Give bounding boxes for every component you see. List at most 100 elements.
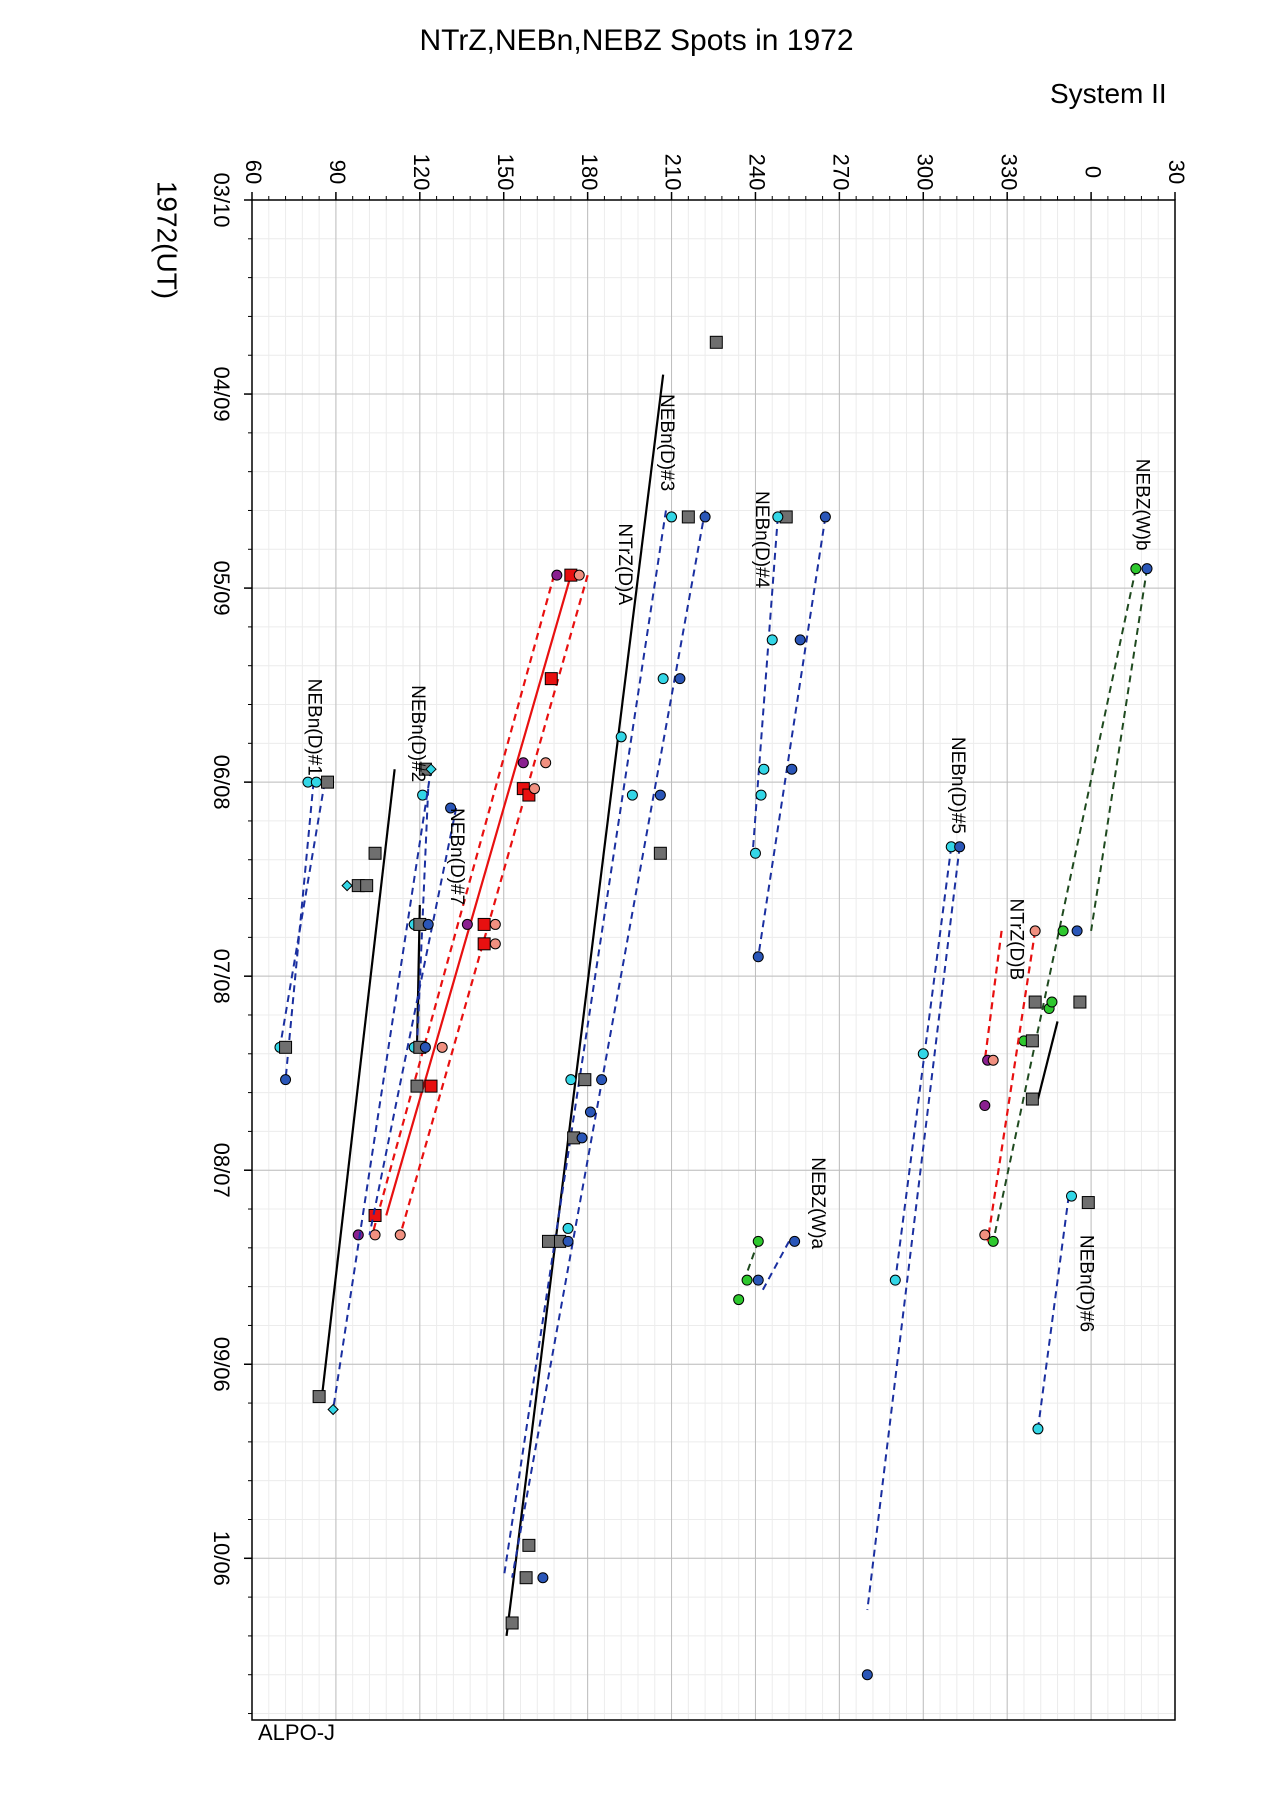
square-marker xyxy=(1073,995,1087,1009)
circle-marker xyxy=(1029,925,1041,937)
circle-marker xyxy=(755,789,767,801)
circle-marker xyxy=(1057,925,1069,937)
circle-marker xyxy=(786,763,798,775)
square-marker xyxy=(1025,1092,1039,1106)
circle-marker xyxy=(789,1235,801,1247)
circle-marker xyxy=(819,511,831,523)
track-line xyxy=(385,574,572,1216)
circle-marker xyxy=(954,841,966,853)
time-tick-label: 03/10 xyxy=(209,172,234,227)
series-label: NEBn(D)#6 xyxy=(1075,1235,1096,1332)
time-tick-label: 09/06 xyxy=(209,1337,234,1392)
circle-marker xyxy=(576,1132,588,1144)
square-marker xyxy=(578,1073,592,1087)
time-tick-label: 06/08 xyxy=(209,755,234,810)
series-nebn-d-7: NEBn(D)#7 xyxy=(368,788,467,1236)
circle-marker xyxy=(766,634,778,646)
time-tick-label: 07/08 xyxy=(209,949,234,1004)
circle-marker xyxy=(741,1274,753,1286)
circle-marker xyxy=(1141,563,1153,575)
value-tick-label: 30 xyxy=(1164,160,1189,184)
time-tick-label: 04/09 xyxy=(209,367,234,422)
circle-marker xyxy=(369,1229,381,1241)
circle-marker xyxy=(489,938,501,950)
track-line xyxy=(511,510,707,1578)
circle-marker xyxy=(772,511,784,523)
circle-marker xyxy=(861,1669,873,1681)
circle-marker xyxy=(1071,925,1083,937)
value-tick-label: 0 xyxy=(1080,166,1105,178)
value-tick-label: 180 xyxy=(577,154,602,191)
track-line xyxy=(757,516,827,957)
square-marker xyxy=(653,846,667,860)
track-line xyxy=(371,574,556,1236)
time-tick-label: 05/09 xyxy=(209,561,234,616)
circle-marker xyxy=(280,1074,292,1086)
circle-marker xyxy=(749,847,761,859)
square-marker xyxy=(544,672,558,686)
square-marker xyxy=(477,937,491,951)
square-marker xyxy=(1025,1034,1039,1048)
series-label: NEBZ(W)b xyxy=(1131,459,1152,551)
square-marker xyxy=(312,1390,326,1404)
value-tick-label: 210 xyxy=(661,154,686,191)
circle-marker xyxy=(517,757,529,769)
time-axis-label: 1972(UT) xyxy=(152,181,183,299)
circle-marker xyxy=(987,1235,999,1247)
value-tick-label: 150 xyxy=(493,154,518,191)
track-line xyxy=(320,769,396,1397)
circle-marker xyxy=(436,1041,448,1053)
circle-marker xyxy=(394,1229,406,1241)
value-tick-label: 330 xyxy=(996,154,1021,191)
circle-marker xyxy=(562,1235,574,1247)
square-marker xyxy=(519,1571,533,1585)
square-marker xyxy=(321,775,335,789)
series-nebn-d-2: NEBn(D)#2 xyxy=(312,685,437,1416)
circle-marker xyxy=(422,918,434,930)
circle-marker xyxy=(752,1274,764,1286)
square-marker xyxy=(360,879,374,893)
circle-marker xyxy=(573,569,585,581)
track-line xyxy=(743,1241,760,1281)
circle-marker xyxy=(758,763,770,775)
track-line xyxy=(399,574,589,1236)
diamond-marker xyxy=(327,1403,339,1416)
track-line xyxy=(992,568,1137,1242)
circle-marker xyxy=(489,918,501,930)
track-line xyxy=(760,1240,790,1294)
circle-marker xyxy=(584,1106,596,1118)
circle-marker xyxy=(540,757,552,769)
track-line xyxy=(1036,1195,1070,1430)
circle-marker xyxy=(528,783,540,795)
circle-marker xyxy=(889,1274,901,1286)
square-marker xyxy=(1028,995,1042,1009)
circle-marker xyxy=(461,918,473,930)
series-label: NEBn(D)#3 xyxy=(656,394,677,491)
circle-marker xyxy=(657,673,669,685)
square-marker xyxy=(477,917,491,931)
series-nebn-d-3: NEBn(D)#3 xyxy=(502,335,723,1637)
circle-marker xyxy=(1046,996,1058,1008)
series-label: NEBn(D)#2 xyxy=(407,685,428,782)
circle-marker xyxy=(987,1054,999,1066)
square-marker xyxy=(424,1079,438,1093)
square-marker xyxy=(505,1616,519,1630)
series-nebz-w-b: NEBZ(W)b xyxy=(987,459,1153,1247)
chart-title: NTrZ,NEBn,NEBZ Spots in 1972 xyxy=(419,24,854,57)
square-marker xyxy=(681,510,695,524)
diamond-marker xyxy=(341,879,353,892)
value-tick-label: 300 xyxy=(912,154,937,191)
circle-marker xyxy=(615,731,627,743)
circle-marker xyxy=(674,673,686,685)
value-tick-label: 90 xyxy=(325,160,350,184)
circle-marker xyxy=(551,569,563,581)
value-tick-label: 270 xyxy=(829,154,854,191)
circle-marker xyxy=(733,1294,745,1306)
time-tick-label: 10/06 xyxy=(209,1531,234,1586)
track-line xyxy=(866,846,961,1611)
series-nebn-d-5: NEBn(D)#5 xyxy=(861,737,968,1681)
series-label: NTrZ(D)B xyxy=(1006,899,1027,981)
circle-marker xyxy=(565,1074,577,1086)
series-nebz-w-a: NEBZ(W)a xyxy=(733,1157,828,1306)
